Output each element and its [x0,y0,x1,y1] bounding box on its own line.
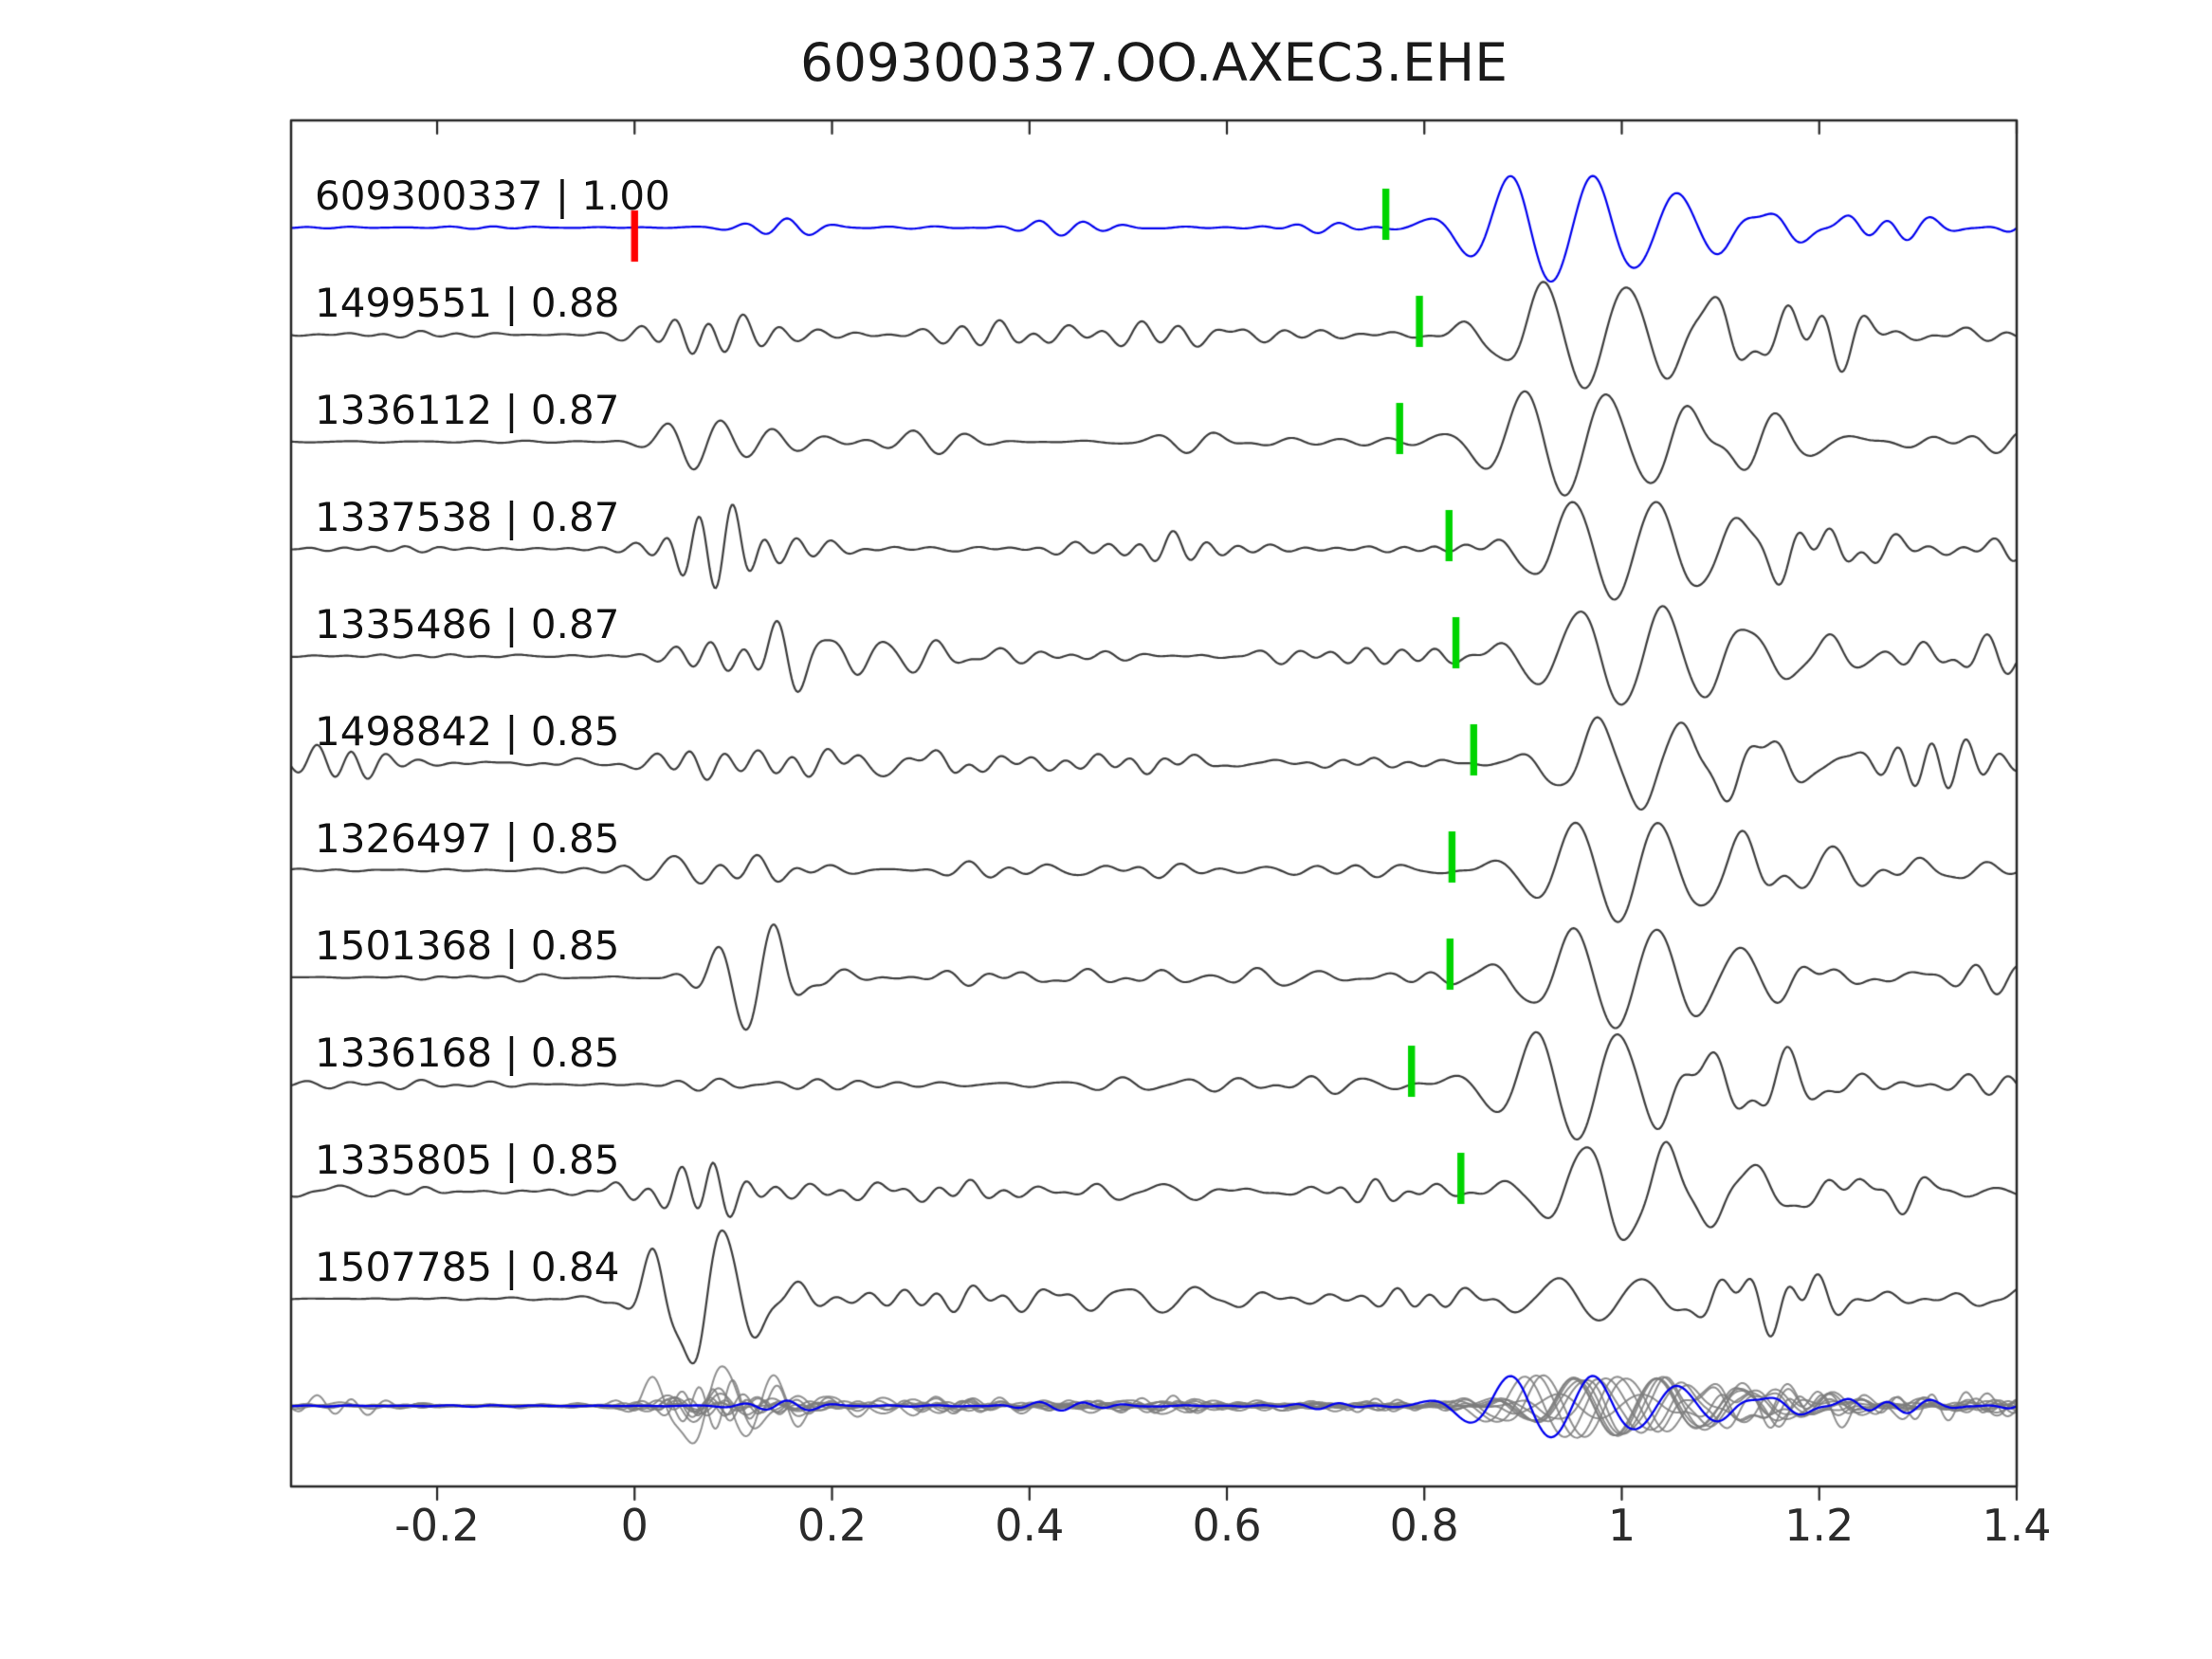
x-tick-label: 1 [1607,1500,1636,1551]
trace-label: 1498842 | 0.85 [315,708,620,755]
x-tick-label: 0 [620,1500,649,1551]
trace-label: 1336112 | 0.87 [315,387,620,433]
chart-title: 609300337.OO.AXEC3.EHE [799,32,1508,93]
x-tick-label: 0.8 [1389,1500,1459,1551]
x-tick-label: 1.2 [1784,1500,1855,1551]
trace-label-template: 609300337 | 1.00 [315,173,670,219]
x-tick-label: 0.2 [796,1500,868,1551]
trace-label: 1335486 | 0.87 [315,601,620,647]
trace-label: 1501368 | 0.85 [315,922,620,969]
trace-label: 1507785 | 0.84 [315,1244,620,1290]
trace-label: 1336168 | 0.85 [315,1030,620,1076]
trace-label: 1326497 | 0.85 [315,815,620,862]
x-tick-label: 1.4 [1982,1500,2052,1551]
trace-label: 1337538 | 0.87 [315,494,620,540]
x-tick-label: -0.2 [394,1500,480,1551]
x-tick-label: 0.4 [995,1500,1065,1551]
trace-label: 1335805 | 0.85 [315,1137,620,1183]
trace-label: 1499551 | 0.88 [315,280,620,326]
x-tick-label: 0.6 [1192,1500,1262,1551]
